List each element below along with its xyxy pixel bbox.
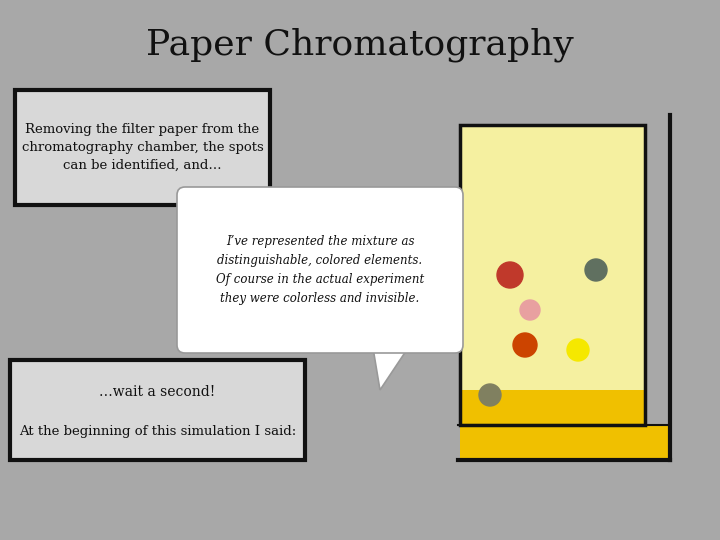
FancyBboxPatch shape — [15, 90, 270, 205]
Bar — [460, 125, 645, 425]
Circle shape — [520, 300, 540, 320]
Text: Removing the filter paper from the
chromatography chamber, the spots
can be iden: Removing the filter paper from the chrom… — [22, 123, 264, 172]
Circle shape — [567, 339, 589, 361]
Circle shape — [479, 384, 501, 406]
Text: At the beginning of this simulation I said:: At the beginning of this simulation I sa… — [19, 426, 296, 438]
Bar — [460, 390, 645, 425]
Text: Paper Chromatography: Paper Chromatography — [146, 28, 574, 62]
Bar — [460, 425, 670, 460]
FancyBboxPatch shape — [177, 187, 463, 353]
Circle shape — [513, 333, 537, 357]
Text: …wait a second!: …wait a second! — [99, 385, 215, 399]
Bar — [460, 125, 645, 390]
Polygon shape — [370, 330, 420, 390]
FancyBboxPatch shape — [10, 360, 305, 460]
Circle shape — [585, 259, 607, 281]
Circle shape — [497, 262, 523, 288]
Text: I’ve represented the mixture as
distinguishable, colored elements.
Of course in : I’ve represented the mixture as distingu… — [216, 235, 424, 305]
